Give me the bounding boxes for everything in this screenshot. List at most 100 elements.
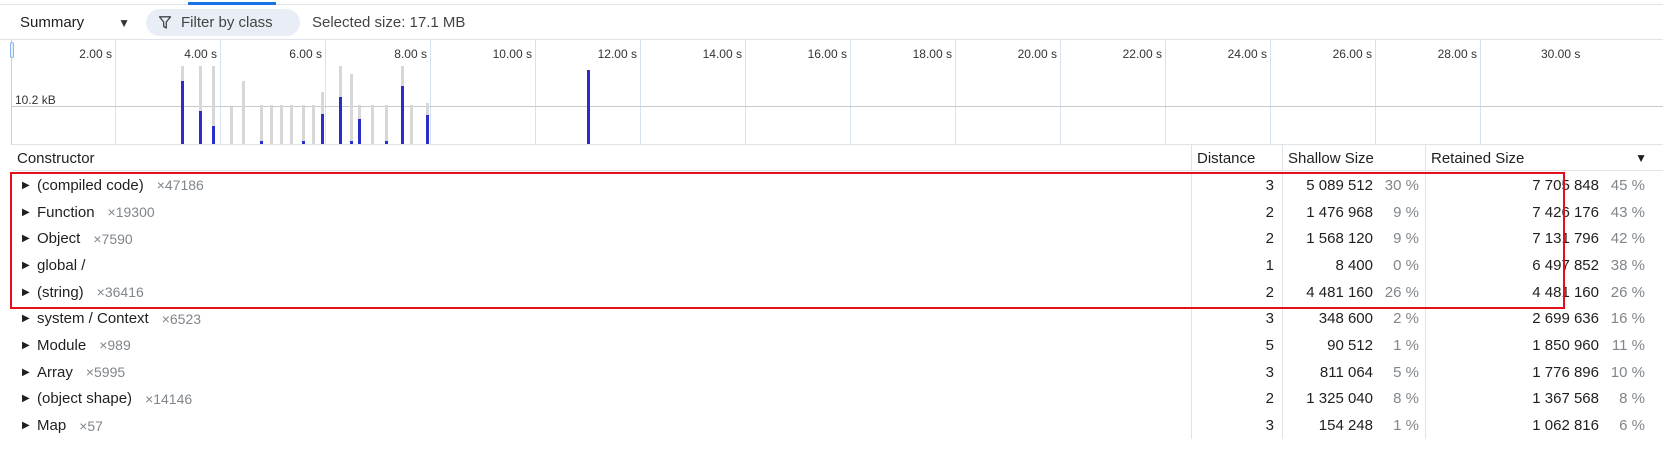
table-row[interactable]: ▶ Object ×7590 2 1 568 120 9 % 7 131 796 42 … [12, 225, 1663, 253]
column-header-label: Shallow Size [1288, 149, 1374, 167]
timeline-gridline [1270, 40, 1271, 145]
table-row[interactable]: ▶ global / 1 8 400 0 % 6 497 852 38 % [12, 252, 1663, 279]
timeline-gridline [1165, 40, 1166, 145]
constructor-name: Object [37, 230, 81, 248]
constructor-cell: ▶ (compiled code) ×47186 [12, 172, 1192, 199]
instance-count: ×36416 [96, 284, 144, 301]
table-body: ▶ (compiled code) ×47186 3 5 089 512 30 % 7… [12, 172, 1663, 439]
shallow-size-value: 5 089 512 [1306, 176, 1373, 194]
timeline-bar-freed [350, 74, 353, 144]
instance-count: ×6523 [161, 310, 202, 327]
table-row[interactable]: ▶ Map ×57 3 154 248 1 % 1 062 816 6 % [12, 412, 1663, 439]
retained-size-cell: 1 850 960 11 % [1426, 332, 1663, 359]
view-select-dropdown[interactable]: Summary ▼ [0, 9, 140, 36]
timeline-bar-live [587, 70, 590, 144]
timeline-gridline [850, 40, 851, 145]
constructor-cell: ▶ (object shape) ×14146 [12, 385, 1192, 413]
retained-size-percent: 43 % [1610, 203, 1645, 221]
retained-size-value: 7 131 796 [1532, 230, 1599, 248]
instance-count: ×7590 [93, 230, 133, 247]
timeline-gridline [115, 40, 116, 145]
timeline-range-handle[interactable] [10, 42, 14, 58]
filter-by-class-input[interactable]: Filter by class [146, 9, 300, 36]
column-header-label: Retained Size [1431, 149, 1525, 167]
retained-size-cell: 7 131 796 42 % [1426, 225, 1663, 252]
timeline-gridline [745, 40, 746, 145]
filter-icon [159, 16, 171, 29]
distance-cell: 2 [1192, 278, 1283, 306]
table-row[interactable]: ▶ system / Context ×6523 3 348 600 2 % 2 69… [12, 305, 1663, 333]
column-header-label: Constructor [17, 149, 95, 167]
expand-arrow-icon[interactable]: ▶ [22, 420, 30, 432]
timeline-bar-freed [312, 105, 315, 144]
constructor-cell: ▶ global / [12, 252, 1192, 279]
shallow-size-percent: 2 % [1393, 310, 1419, 328]
column-header-label: Distance [1197, 149, 1256, 167]
active-tab-indicator [188, 2, 276, 5]
timeline-bar-freed [290, 105, 293, 144]
retained-size-cell: 2 699 636 16 % [1426, 305, 1663, 332]
constructor-name: Map [37, 417, 67, 435]
expand-arrow-icon[interactable]: ▶ [22, 259, 30, 271]
selected-size-text: Selected size: 17.1 MB [312, 14, 466, 31]
expand-arrow-icon[interactable]: ▶ [22, 366, 30, 378]
retained-size-value: 4 481 160 [1532, 283, 1599, 301]
expand-arrow-icon[interactable]: ▶ [22, 339, 30, 351]
retained-size-percent: 45 % [1610, 176, 1645, 194]
shallow-size-value: 90 512 [1327, 336, 1373, 354]
shallow-size-value: 1 568 120 [1306, 230, 1373, 248]
timeline-tick-label: 30.00 s [1541, 47, 1581, 61]
sort-descending-icon: ▼ [1635, 151, 1647, 165]
expand-arrow-icon[interactable]: ▶ [22, 286, 30, 298]
retained-size-value: 1 850 960 [1532, 336, 1599, 354]
column-header-retained-size[interactable]: Retained Size ▼ [1426, 145, 1663, 171]
constructor-name: system / Context [37, 310, 149, 328]
shallow-size-percent: 8 % [1393, 390, 1419, 408]
retained-size-percent: 38 % [1610, 256, 1645, 274]
retained-size-percent: 8 % [1619, 390, 1645, 408]
timeline-tick-label: 10.00 s [492, 47, 532, 61]
timeline-tick-label: 4.00 s [184, 47, 217, 61]
retained-size-value: 6 497 852 [1532, 256, 1599, 274]
timeline-bar-freed [230, 107, 233, 144]
constructor-name: (object shape) [37, 390, 133, 408]
retained-size-cell: 1 367 568 8 % [1426, 386, 1663, 413]
timeline-tick-label: 22.00 s [1122, 47, 1162, 61]
allocation-timeline[interactable]: 2.00 s 4.00 s 6.00 s 8.00 s 10.00 s 12.0… [0, 39, 1663, 145]
constructor-table: Constructor Distance Shallow Size Retain… [12, 144, 1663, 466]
retained-size-percent: 11 % [1611, 336, 1645, 354]
timeline-tick-label: 26.00 s [1332, 47, 1372, 61]
shallow-size-value: 1 325 040 [1306, 390, 1373, 408]
table-row[interactable]: ▶ Function ×19300 2 1 476 968 9 % 7 426 176… [12, 198, 1663, 226]
table-row[interactable]: ▶ Array ×5995 3 811 064 5 % 1 776 896 10 % [12, 358, 1663, 386]
timeline-tick-label: 12.00 s [597, 47, 637, 61]
expand-arrow-icon[interactable]: ▶ [22, 179, 30, 191]
table-row[interactable]: ▶ Module ×989 5 90 512 1 % 1 850 960 11 % [12, 332, 1663, 359]
column-header-constructor[interactable]: Constructor [12, 145, 1192, 171]
shallow-size-cell: 5 089 512 30 % [1283, 172, 1426, 199]
constructor-name: Module [37, 336, 87, 354]
timeline-bar-live [385, 141, 388, 144]
table-row[interactable]: ▶ (string) ×36416 2 4 481 160 26 % 4 481 16… [12, 278, 1663, 306]
expand-arrow-icon[interactable]: ▶ [22, 206, 30, 218]
retained-size-percent: 16 % [1610, 310, 1645, 328]
table-row[interactable]: ▶ (object shape) ×14146 2 1 325 040 8 % 1 3… [12, 385, 1663, 413]
timeline-tick-label: 28.00 s [1437, 47, 1477, 61]
table-row[interactable]: ▶ (compiled code) ×47186 3 5 089 512 30 % 7… [12, 172, 1663, 199]
timeline-bar-live [339, 97, 342, 144]
column-header-distance[interactable]: Distance [1192, 145, 1283, 171]
timeline-baseline [11, 106, 1663, 107]
expand-arrow-icon[interactable]: ▶ [22, 393, 30, 405]
constructor-cell: ▶ Array ×5995 [12, 358, 1192, 386]
instance-count: ×47186 [156, 177, 204, 194]
timeline-tick-label: 20.00 s [1017, 47, 1057, 61]
constructor-name: Array [37, 363, 73, 381]
retained-size-percent: 10 % [1610, 363, 1645, 381]
shallow-size-cell: 90 512 1 % [1283, 332, 1426, 359]
expand-arrow-icon[interactable]: ▶ [22, 313, 30, 325]
distance-cell: 5 [1192, 332, 1283, 359]
column-header-shallow-size[interactable]: Shallow Size [1283, 145, 1426, 171]
retained-size-percent: 26 % [1610, 283, 1645, 301]
timeline-gridline [535, 40, 536, 145]
expand-arrow-icon[interactable]: ▶ [22, 233, 30, 245]
